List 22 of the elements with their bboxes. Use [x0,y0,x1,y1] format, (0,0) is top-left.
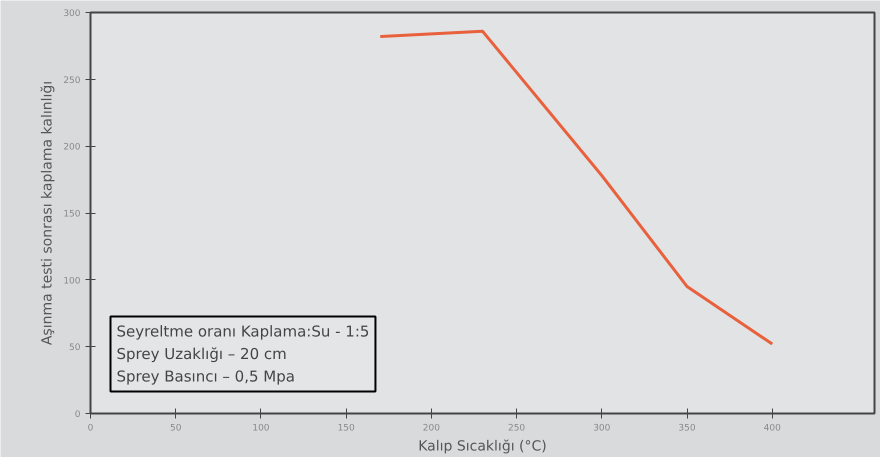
y-tick-label: 0 [74,410,81,420]
y-tick-label: 200 [63,142,81,153]
x-tick-label: 0 [88,424,94,434]
y-tick-label: 50 [69,343,81,354]
x-tick-label: 300 [593,424,611,434]
y-tick-label: 300 [63,9,81,19]
x-tick-label: 250 [508,424,526,434]
x-tick-label: 100 [252,424,270,434]
x-tick-label: 400 [764,424,782,434]
x-axis-title: Kalıp Sıcaklığı (°C) [418,438,547,454]
y-tick-label: 250 [63,76,81,86]
annotation: Sprey Uzaklığı – 20 cm [116,345,287,363]
line-series [378,30,774,346]
x-tick-label: 200 [422,424,440,434]
y-axis-title: Aşınma testi sonrası kaplama kalınlığı [39,80,56,346]
y-tick-label: 150 [63,210,81,220]
y-tick-label: 100 [63,276,81,286]
annotation: Sprey Basıncı – 0,5 Mpa [116,368,295,386]
x-tick-label: 350 [678,424,696,434]
x-tick-label: 50 [170,424,182,434]
x-tick-label: 150 [338,424,356,434]
annotation: Seyreltme oranı Kaplama:Su - 1:5 [116,322,370,340]
